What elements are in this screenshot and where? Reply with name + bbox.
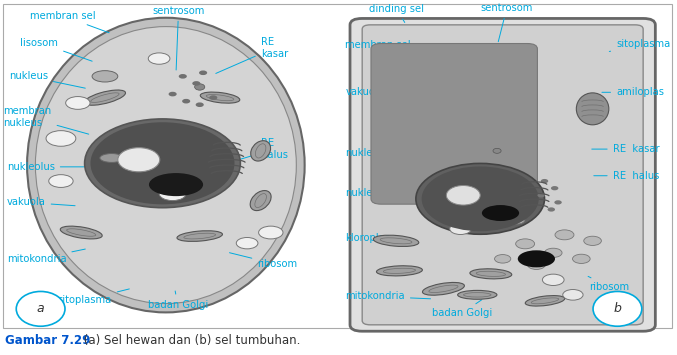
Text: sitoplasma: sitoplasma: [609, 39, 670, 51]
Text: RE
halus: RE halus: [230, 138, 288, 163]
Text: nukleolus: nukleolus: [7, 162, 106, 172]
Text: amiloplas: amiloplas: [602, 87, 664, 97]
Text: membran sel: membran sel: [345, 40, 411, 53]
Text: dinding sel: dinding sel: [369, 4, 424, 22]
Ellipse shape: [376, 266, 422, 276]
Ellipse shape: [259, 226, 283, 239]
Ellipse shape: [555, 230, 574, 240]
Ellipse shape: [85, 90, 125, 105]
Ellipse shape: [416, 163, 544, 234]
Text: nukleolus: nukleolus: [345, 189, 434, 198]
Ellipse shape: [16, 291, 65, 326]
Text: RE  kasar: RE kasar: [592, 144, 659, 154]
Ellipse shape: [200, 92, 240, 103]
Ellipse shape: [544, 248, 562, 257]
Ellipse shape: [195, 84, 204, 90]
Ellipse shape: [538, 193, 545, 197]
Ellipse shape: [148, 53, 170, 64]
Ellipse shape: [85, 119, 240, 208]
Ellipse shape: [49, 175, 73, 187]
Text: vakuola: vakuola: [7, 197, 75, 207]
Text: ribosom: ribosom: [230, 253, 297, 269]
Text: kloroplas: kloroplas: [345, 233, 403, 243]
Ellipse shape: [236, 237, 258, 249]
Text: badan Golgi: badan Golgi: [432, 300, 492, 318]
Ellipse shape: [576, 93, 609, 125]
Ellipse shape: [182, 99, 190, 104]
Text: mitokondria: mitokondria: [345, 291, 431, 301]
Ellipse shape: [422, 283, 464, 295]
Ellipse shape: [516, 239, 535, 249]
Ellipse shape: [548, 207, 555, 212]
Ellipse shape: [593, 291, 642, 326]
Ellipse shape: [250, 191, 271, 211]
Ellipse shape: [169, 92, 177, 96]
Text: badan Golgi: badan Golgi: [148, 291, 208, 310]
Ellipse shape: [482, 205, 519, 221]
Ellipse shape: [66, 97, 90, 109]
Ellipse shape: [525, 296, 565, 306]
Text: mitokondria: mitokondria: [7, 249, 85, 264]
Text: b: b: [613, 302, 621, 315]
Ellipse shape: [177, 231, 223, 241]
Ellipse shape: [192, 81, 200, 86]
Text: ribosom: ribosom: [588, 276, 629, 292]
Ellipse shape: [159, 186, 186, 201]
Ellipse shape: [196, 102, 204, 107]
Ellipse shape: [494, 255, 511, 263]
Ellipse shape: [422, 166, 539, 231]
Ellipse shape: [542, 274, 564, 285]
Ellipse shape: [46, 131, 76, 146]
Text: lisosom: lisosom: [20, 38, 92, 61]
Ellipse shape: [91, 122, 234, 204]
Ellipse shape: [118, 148, 160, 172]
Ellipse shape: [551, 186, 559, 190]
Ellipse shape: [209, 95, 217, 100]
Text: sitoplasma: sitoplasma: [58, 289, 129, 305]
Text: RE
kasar: RE kasar: [216, 37, 288, 73]
Ellipse shape: [508, 215, 525, 224]
Ellipse shape: [100, 153, 123, 162]
Ellipse shape: [179, 74, 187, 78]
Ellipse shape: [458, 290, 497, 299]
Ellipse shape: [573, 254, 590, 263]
Text: nukleus: nukleus: [345, 148, 437, 158]
FancyBboxPatch shape: [362, 25, 643, 325]
Ellipse shape: [450, 223, 471, 235]
Ellipse shape: [493, 148, 501, 153]
Ellipse shape: [149, 173, 203, 196]
Ellipse shape: [541, 179, 548, 183]
Ellipse shape: [199, 70, 207, 75]
Text: Gambar 7.29: Gambar 7.29: [5, 334, 91, 347]
Ellipse shape: [446, 186, 480, 205]
Text: sentrosom: sentrosom: [481, 3, 533, 42]
Ellipse shape: [584, 236, 601, 245]
Text: (a) Sel hewan dan (b) sel tumbuhan.: (a) Sel hewan dan (b) sel tumbuhan.: [80, 334, 301, 347]
Text: a: a: [37, 302, 45, 315]
Ellipse shape: [373, 235, 419, 246]
Ellipse shape: [27, 18, 305, 312]
Text: membran
nukleus: membran nukleus: [3, 106, 89, 134]
Ellipse shape: [470, 269, 512, 279]
Ellipse shape: [60, 226, 102, 239]
Ellipse shape: [518, 250, 555, 267]
Ellipse shape: [554, 200, 562, 204]
Ellipse shape: [527, 260, 545, 269]
Text: membran sel: membran sel: [30, 11, 109, 33]
Ellipse shape: [563, 290, 583, 300]
Ellipse shape: [92, 71, 118, 82]
Ellipse shape: [35, 27, 297, 304]
FancyBboxPatch shape: [350, 18, 655, 331]
Text: nukleus: nukleus: [9, 71, 85, 88]
Text: RE  halus: RE halus: [594, 171, 659, 181]
Ellipse shape: [250, 141, 271, 161]
Text: vakuola: vakuola: [345, 87, 389, 97]
Text: sentrosom: sentrosom: [152, 6, 204, 70]
FancyBboxPatch shape: [371, 44, 538, 204]
